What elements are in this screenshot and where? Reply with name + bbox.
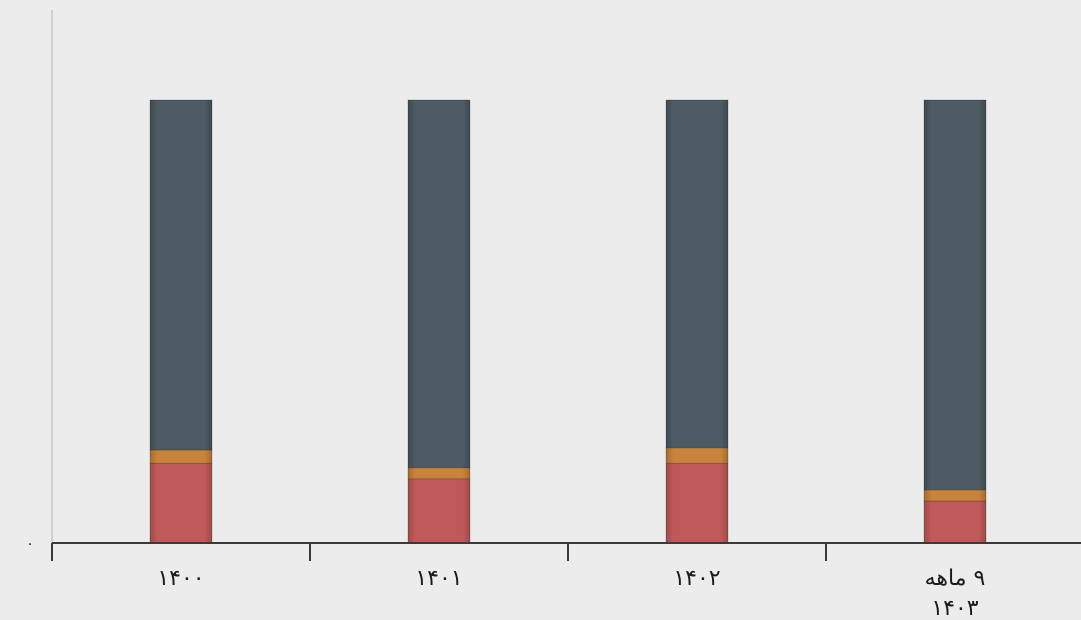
x-tick-label-3: ۱۴۰۲ — [673, 566, 720, 591]
bar-shading-1 — [150, 100, 212, 543]
x-tick-labels-group: ۱۴۰۰ ۱۴۰۱ ۱۴۰۲ ۹ ماهه ۱۴۰۳ — [157, 566, 985, 620]
y-tick-label-0: ۰ — [26, 536, 34, 552]
bar-shading-4 — [924, 100, 986, 543]
x-ticks-group — [51, 543, 827, 561]
x-tick-label-2: ۱۴۰۱ — [415, 566, 462, 591]
y-tick-labels-group: ۰ — [26, 536, 34, 552]
bars-group — [149, 99, 987, 544]
bar-shading-2 — [408, 100, 470, 543]
x-tick-label-4: ۹ ماهه ۱۴۰۳ — [925, 566, 986, 620]
bar-shading-3 — [666, 100, 728, 543]
x-tick-label-1: ۱۴۰۰ — [157, 566, 204, 591]
